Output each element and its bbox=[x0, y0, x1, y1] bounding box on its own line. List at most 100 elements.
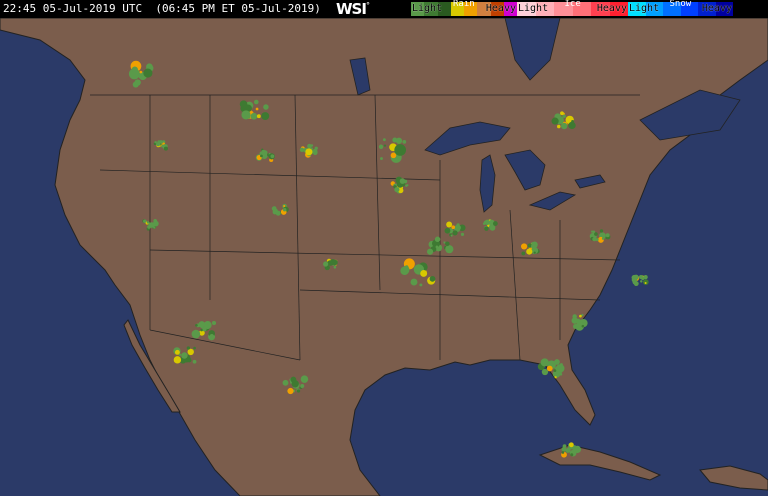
legend-snow: Light Heavy Snow bbox=[628, 0, 733, 16]
wsi-logo-text: WSI bbox=[336, 0, 367, 18]
radar-echo bbox=[296, 389, 301, 393]
legend-swatch bbox=[663, 2, 681, 16]
radar-echo bbox=[483, 220, 488, 225]
legend-heavy-label: Heavy bbox=[701, 3, 732, 14]
legend-swatch bbox=[517, 2, 536, 16]
radar-echo bbox=[153, 218, 158, 223]
radar-echo bbox=[454, 224, 461, 231]
radar-echo bbox=[559, 372, 563, 376]
lake-huron bbox=[504, 149, 546, 191]
radar-echo bbox=[383, 144, 387, 147]
radar-echo bbox=[531, 243, 537, 250]
radar-echo bbox=[555, 364, 565, 373]
radar-echo bbox=[147, 225, 151, 229]
radar-echo bbox=[521, 243, 528, 250]
radar-echo bbox=[378, 144, 384, 149]
radar-echo bbox=[562, 114, 566, 118]
radar-echo bbox=[261, 112, 270, 121]
legend-swatch bbox=[535, 2, 554, 16]
radar-echo bbox=[526, 248, 533, 255]
hudson-bay bbox=[504, 17, 561, 81]
radar-echo bbox=[146, 221, 150, 224]
radar-echo bbox=[540, 358, 549, 367]
legend-swatch bbox=[424, 2, 438, 16]
radar-echo bbox=[198, 321, 206, 328]
legend-swatch bbox=[554, 2, 573, 16]
radar-echo bbox=[405, 184, 408, 187]
legend-swatch bbox=[490, 2, 504, 16]
radar-echo bbox=[640, 280, 643, 283]
land-mass bbox=[0, 17, 768, 496]
radar-echo bbox=[492, 221, 498, 226]
radar-echo bbox=[192, 359, 197, 364]
timestamp: 22:45 05-Jul-2019 UTC (06:45 PM ET 05-Ju… bbox=[3, 2, 321, 15]
radar-echo bbox=[291, 380, 299, 388]
radar-echo bbox=[193, 346, 196, 350]
radar-echo bbox=[287, 387, 294, 395]
header-bar: 22:45 05-Jul-2019 UTC (06:45 PM ET 05-Ju… bbox=[0, 0, 768, 18]
radar-echo bbox=[256, 114, 261, 119]
radar-echo bbox=[560, 111, 564, 116]
legend-swatch bbox=[591, 2, 610, 16]
radar-echo bbox=[143, 219, 147, 224]
radar-echo bbox=[591, 230, 594, 233]
radar-echo bbox=[601, 237, 605, 240]
radar-echo bbox=[581, 324, 585, 328]
radar-echo bbox=[484, 226, 489, 231]
radar-echo bbox=[641, 276, 645, 281]
radar-echo bbox=[490, 225, 495, 230]
legend-type-label: Snow bbox=[669, 0, 692, 9]
radar-echo bbox=[241, 110, 251, 120]
radar-echo bbox=[332, 259, 338, 266]
gulf-st-lawrence bbox=[639, 89, 741, 141]
radar-echo bbox=[631, 274, 638, 281]
radar-echo bbox=[163, 146, 168, 151]
radar-echo bbox=[419, 283, 423, 287]
radar-echo bbox=[435, 245, 439, 249]
radar-echo bbox=[390, 152, 397, 159]
lake-ontario bbox=[574, 174, 606, 189]
radar-echo bbox=[429, 275, 436, 282]
baja-california bbox=[123, 319, 181, 413]
radar-echo bbox=[307, 143, 312, 149]
hispaniola bbox=[699, 465, 768, 491]
radar-echo bbox=[259, 151, 264, 156]
radar-echo bbox=[605, 233, 610, 238]
radar-echo bbox=[402, 139, 407, 144]
legend-light-label: Light bbox=[412, 3, 443, 14]
wsi-logo: WSI° bbox=[336, 0, 370, 18]
radar-echo bbox=[460, 232, 465, 237]
radar-echo bbox=[458, 224, 466, 232]
lake-superior bbox=[424, 121, 511, 156]
radar-echo bbox=[533, 251, 536, 254]
radar-echo bbox=[571, 317, 579, 324]
radar-echo bbox=[282, 379, 289, 386]
radar-echo bbox=[203, 321, 212, 330]
radar-echo bbox=[395, 137, 403, 144]
radar-echo bbox=[554, 359, 560, 365]
radar-echo bbox=[209, 334, 215, 339]
radar-echo bbox=[572, 316, 577, 320]
legend-swatch bbox=[680, 2, 698, 16]
legend-swatch bbox=[572, 2, 591, 16]
cuba bbox=[538, 444, 662, 481]
legend-swatch bbox=[715, 2, 733, 16]
radar-echo bbox=[300, 375, 309, 383]
radar-echo bbox=[410, 278, 418, 286]
legend-heavy-label: Heavy bbox=[596, 3, 627, 14]
radar-echo bbox=[565, 447, 571, 453]
radar-echo bbox=[521, 251, 526, 256]
radar-echo bbox=[250, 112, 258, 120]
radar-echo bbox=[560, 122, 568, 130]
radar-echo bbox=[406, 269, 410, 273]
radar-echo bbox=[434, 236, 441, 242]
legend-swatch bbox=[609, 2, 628, 16]
legend-type-label: Ice bbox=[564, 0, 581, 9]
radar-echo bbox=[556, 124, 561, 129]
radar-echo bbox=[403, 179, 408, 184]
radar-echo bbox=[576, 319, 583, 325]
radar-echo bbox=[260, 154, 263, 158]
radar-echo bbox=[211, 320, 217, 326]
radar-echo bbox=[178, 353, 182, 356]
radar-echo bbox=[445, 245, 454, 254]
